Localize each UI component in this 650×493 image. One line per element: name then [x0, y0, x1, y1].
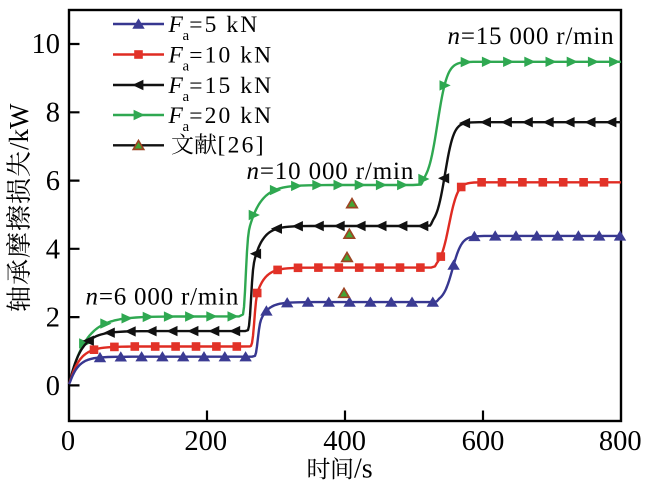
- svg-text:10: 10: [32, 29, 61, 60]
- svg-text:200: 200: [184, 426, 227, 457]
- svg-text:Fa=5 kN: Fa=5 kN: [168, 12, 260, 44]
- svg-text:/kW: /kW: [4, 103, 34, 150]
- svg-text:0: 0: [61, 426, 75, 457]
- svg-text:800: 800: [599, 426, 642, 457]
- svg-text:Fa=10 kN: Fa=10 kN: [168, 42, 274, 74]
- svg-text:n=10 000 r/min: n=10 000 r/min: [247, 158, 415, 185]
- svg-text:/s: /s: [354, 454, 373, 485]
- svg-text:0: 0: [46, 371, 60, 402]
- svg-text:4: 4: [46, 234, 60, 265]
- svg-text:Fa=20 kN: Fa=20 kN: [168, 103, 274, 135]
- svg-text:6: 6: [46, 166, 60, 197]
- svg-text:Fa=15 kN: Fa=15 kN: [168, 73, 274, 105]
- svg-text:[26]: [26]: [218, 133, 266, 159]
- svg-text:2: 2: [46, 303, 60, 334]
- svg-text:600: 600: [462, 426, 505, 457]
- svg-text:8: 8: [46, 98, 60, 129]
- svg-text:400: 400: [323, 426, 366, 457]
- svg-text:n=15 000 r/min: n=15 000 r/min: [448, 23, 615, 50]
- svg-text:n=6 000 r/min: n=6 000 r/min: [86, 284, 240, 311]
